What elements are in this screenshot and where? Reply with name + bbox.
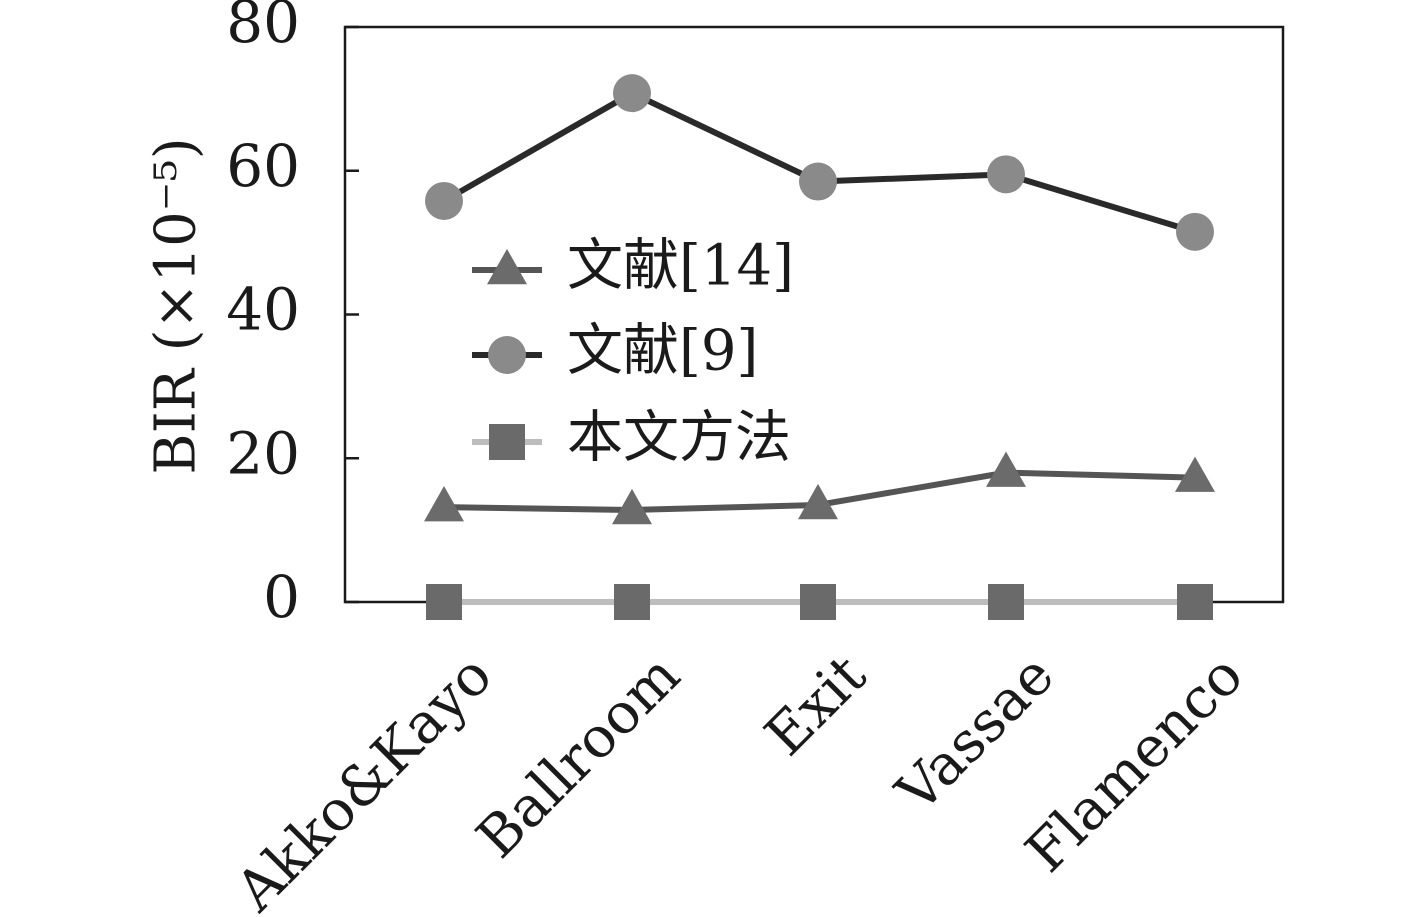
legend-item: 文献[14]: [472, 234, 794, 299]
data-point: [426, 584, 462, 620]
y-tick-label: 40: [226, 276, 300, 344]
legend-label: 文献[9]: [567, 319, 758, 384]
y-tick-label: 0: [263, 563, 300, 631]
y-tick-label: 80: [226, 0, 300, 56]
series-2: [425, 74, 1214, 251]
data-point: [425, 181, 463, 220]
legend-marker: [489, 424, 525, 460]
legend-marker: [487, 248, 527, 285]
data-point: [614, 584, 650, 620]
data-point: [1176, 212, 1214, 251]
data-point: [986, 451, 1026, 487]
legend-marker: [488, 336, 526, 374]
data-point: [987, 155, 1025, 194]
data-point: [424, 486, 464, 522]
legend-label: 本文方法: [567, 406, 791, 471]
data-point: [612, 488, 652, 525]
series-1: [424, 451, 1215, 525]
x-tick-label: Ballroom: [465, 643, 693, 871]
legend-item: 文献[9]: [472, 319, 758, 384]
legend-item: 本文方法: [472, 406, 791, 471]
series-3: [426, 584, 1213, 620]
x-tick-label: Vassae: [884, 643, 1067, 826]
data-point: [988, 584, 1024, 620]
x-tick-label: Exit: [753, 642, 879, 768]
series-layer: [424, 74, 1215, 620]
y-tick-label: 60: [226, 132, 300, 200]
data-point: [800, 584, 836, 620]
data-point: [1177, 584, 1213, 620]
y-axis-ticks: 0 20 40 60 80: [226, 0, 359, 631]
y-tick-label: 20: [226, 419, 300, 487]
data-point: [613, 74, 651, 113]
y-axis-label: BIR (×10⁻⁵): [144, 137, 209, 474]
series-line: [442, 90, 1196, 235]
x-tick-label: Akko&Kayo: [223, 643, 505, 917]
data-point: [799, 162, 837, 201]
data-point: [798, 483, 838, 520]
legend-label: 文献[14]: [567, 234, 794, 299]
legend: 文献[14] 文献[9] 本文方法: [472, 234, 794, 471]
data-point: [1175, 456, 1215, 492]
